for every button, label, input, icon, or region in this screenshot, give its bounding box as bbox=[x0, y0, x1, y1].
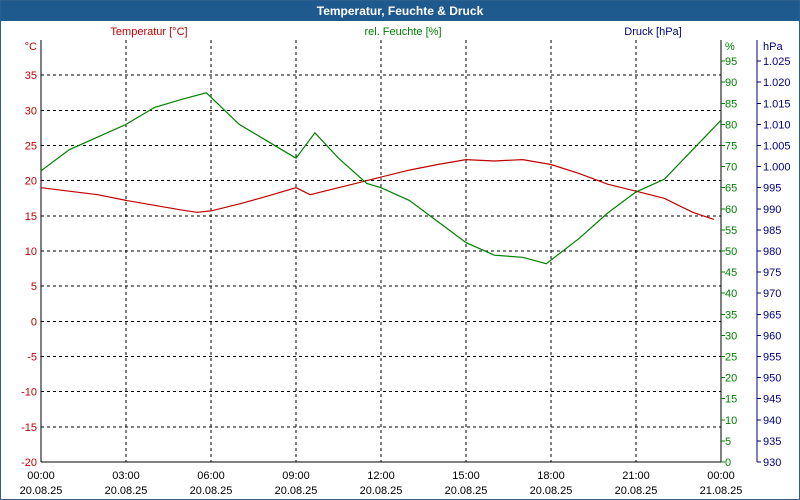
humidity-tick-label: 65 bbox=[725, 183, 737, 195]
humidity-tick-label: 80 bbox=[725, 119, 737, 131]
temperature-axis-title: Temperatur [°C] bbox=[110, 26, 187, 38]
pressure-tick-label: 965 bbox=[763, 309, 781, 321]
axes bbox=[40, 40, 761, 463]
pressure-tick-label: 1.010 bbox=[763, 119, 791, 131]
humidity-axis-title: rel. Feuchte [%] bbox=[364, 26, 441, 38]
x-tick-date-label: 20.08.25 bbox=[530, 485, 573, 497]
pressure-tick-label: 1.015 bbox=[763, 98, 791, 110]
x-tick-date-label: 20.08.25 bbox=[20, 485, 63, 497]
humidity-series-line bbox=[40, 92, 722, 265]
humidity-unit-label: % bbox=[725, 41, 735, 53]
humidity-tick-label: 0 bbox=[725, 457, 731, 469]
x-tick-time-label: 09:00 bbox=[282, 470, 310, 482]
humidity-tick-label: 30 bbox=[725, 330, 737, 342]
humidity-tick-label: 55 bbox=[725, 225, 737, 237]
x-tick-time-label: 00:00 bbox=[27, 470, 55, 482]
pressure-tick-label: 1.000 bbox=[763, 162, 791, 174]
x-tick-date-label: 20.08.25 bbox=[105, 485, 148, 497]
pressure-tick-label: 995 bbox=[763, 183, 781, 195]
humidity-tick-label: 75 bbox=[725, 141, 737, 153]
pressure-tick-label: 935 bbox=[763, 436, 781, 448]
pressure-tick-label: 945 bbox=[763, 394, 781, 406]
humidity-tick-label: 45 bbox=[725, 267, 737, 279]
pressure-tick-label: 1.025 bbox=[763, 56, 791, 68]
humidity-tick-label: 50 bbox=[725, 246, 737, 258]
temperature-tick-label: -10 bbox=[21, 387, 37, 399]
x-tick-time-label: 12:00 bbox=[367, 470, 395, 482]
pressure-tick-label: 980 bbox=[763, 246, 781, 258]
x-tick-time-label: 21:00 bbox=[622, 470, 650, 482]
chart-title: Temperatur, Feuchte & Druck bbox=[316, 4, 484, 18]
humidity-tick-label: 35 bbox=[725, 309, 737, 321]
humidity-tick-label: 5 bbox=[725, 436, 731, 448]
x-tick-date-label: 20.08.25 bbox=[275, 485, 318, 497]
humidity-tick-label: 40 bbox=[725, 288, 737, 300]
temperature-tick-label: -20 bbox=[21, 457, 37, 469]
humidity-tick-label: 10 bbox=[725, 415, 737, 427]
temperature-unit-label: °C bbox=[25, 41, 37, 53]
temperature-tick-label: 25 bbox=[25, 141, 37, 153]
humidity-tick-label: 25 bbox=[725, 352, 737, 364]
axis-labels: 35302520151050-5-10-15-20°C9590858075706… bbox=[20, 26, 791, 497]
x-tick-date-label: 21.08.25 bbox=[700, 485, 743, 497]
x-tick-date-label: 20.08.25 bbox=[190, 485, 233, 497]
pressure-tick-label: 955 bbox=[763, 352, 781, 364]
temperature-tick-label: 35 bbox=[25, 70, 37, 82]
pressure-tick-label: 970 bbox=[763, 288, 781, 300]
temperature-tick-label: 10 bbox=[25, 246, 37, 258]
humidity-tick-label: 15 bbox=[725, 394, 737, 406]
temperature-tick-label: -15 bbox=[21, 422, 37, 434]
pressure-tick-label: 990 bbox=[763, 204, 781, 216]
pressure-tick-label: 960 bbox=[763, 330, 781, 342]
x-tick-time-label: 06:00 bbox=[197, 470, 225, 482]
x-tick-time-label: 15:00 bbox=[452, 470, 480, 482]
humidity-tick-label: 20 bbox=[725, 373, 737, 385]
pressure-tick-label: 1.020 bbox=[763, 77, 791, 89]
x-tick-date-label: 20.08.25 bbox=[360, 485, 403, 497]
temperature-tick-label: 20 bbox=[25, 176, 37, 188]
title-bar: Temperatur, Feuchte & Druck bbox=[1, 1, 799, 21]
temperature-series-line bbox=[40, 158, 715, 220]
pressure-tick-label: 1.005 bbox=[763, 141, 791, 153]
temperature-tick-label: 0 bbox=[31, 316, 37, 328]
x-tick-time-label: 18:00 bbox=[537, 470, 565, 482]
temperature-tick-label: 30 bbox=[25, 105, 37, 117]
pressure-tick-label: 985 bbox=[763, 225, 781, 237]
x-tick-time-label: 03:00 bbox=[112, 470, 140, 482]
pressure-tick-label: 930 bbox=[763, 457, 781, 469]
pressure-axis-title: Druck [hPa] bbox=[624, 26, 681, 38]
x-tick-time-label: 00:00 bbox=[707, 470, 735, 482]
x-tick-date-label: 20.08.25 bbox=[615, 485, 658, 497]
temperature-tick-label: -5 bbox=[27, 352, 37, 364]
x-tick-date-label: 20.08.25 bbox=[445, 485, 488, 497]
temperature-tick-label: 15 bbox=[25, 211, 37, 223]
humidity-tick-label: 95 bbox=[725, 56, 737, 68]
humidity-tick-label: 70 bbox=[725, 162, 737, 174]
pressure-unit-label: hPa bbox=[763, 41, 783, 53]
temperature-tick-label: 5 bbox=[31, 281, 37, 293]
pressure-tick-label: 940 bbox=[763, 415, 781, 427]
humidity-tick-label: 90 bbox=[725, 77, 737, 89]
pressure-tick-label: 975 bbox=[763, 267, 781, 279]
series-lines bbox=[40, 92, 722, 265]
pressure-tick-label: 950 bbox=[763, 373, 781, 385]
gridlines bbox=[40, 40, 722, 463]
humidity-tick-label: 60 bbox=[725, 204, 737, 216]
humidity-tick-label: 85 bbox=[725, 98, 737, 110]
